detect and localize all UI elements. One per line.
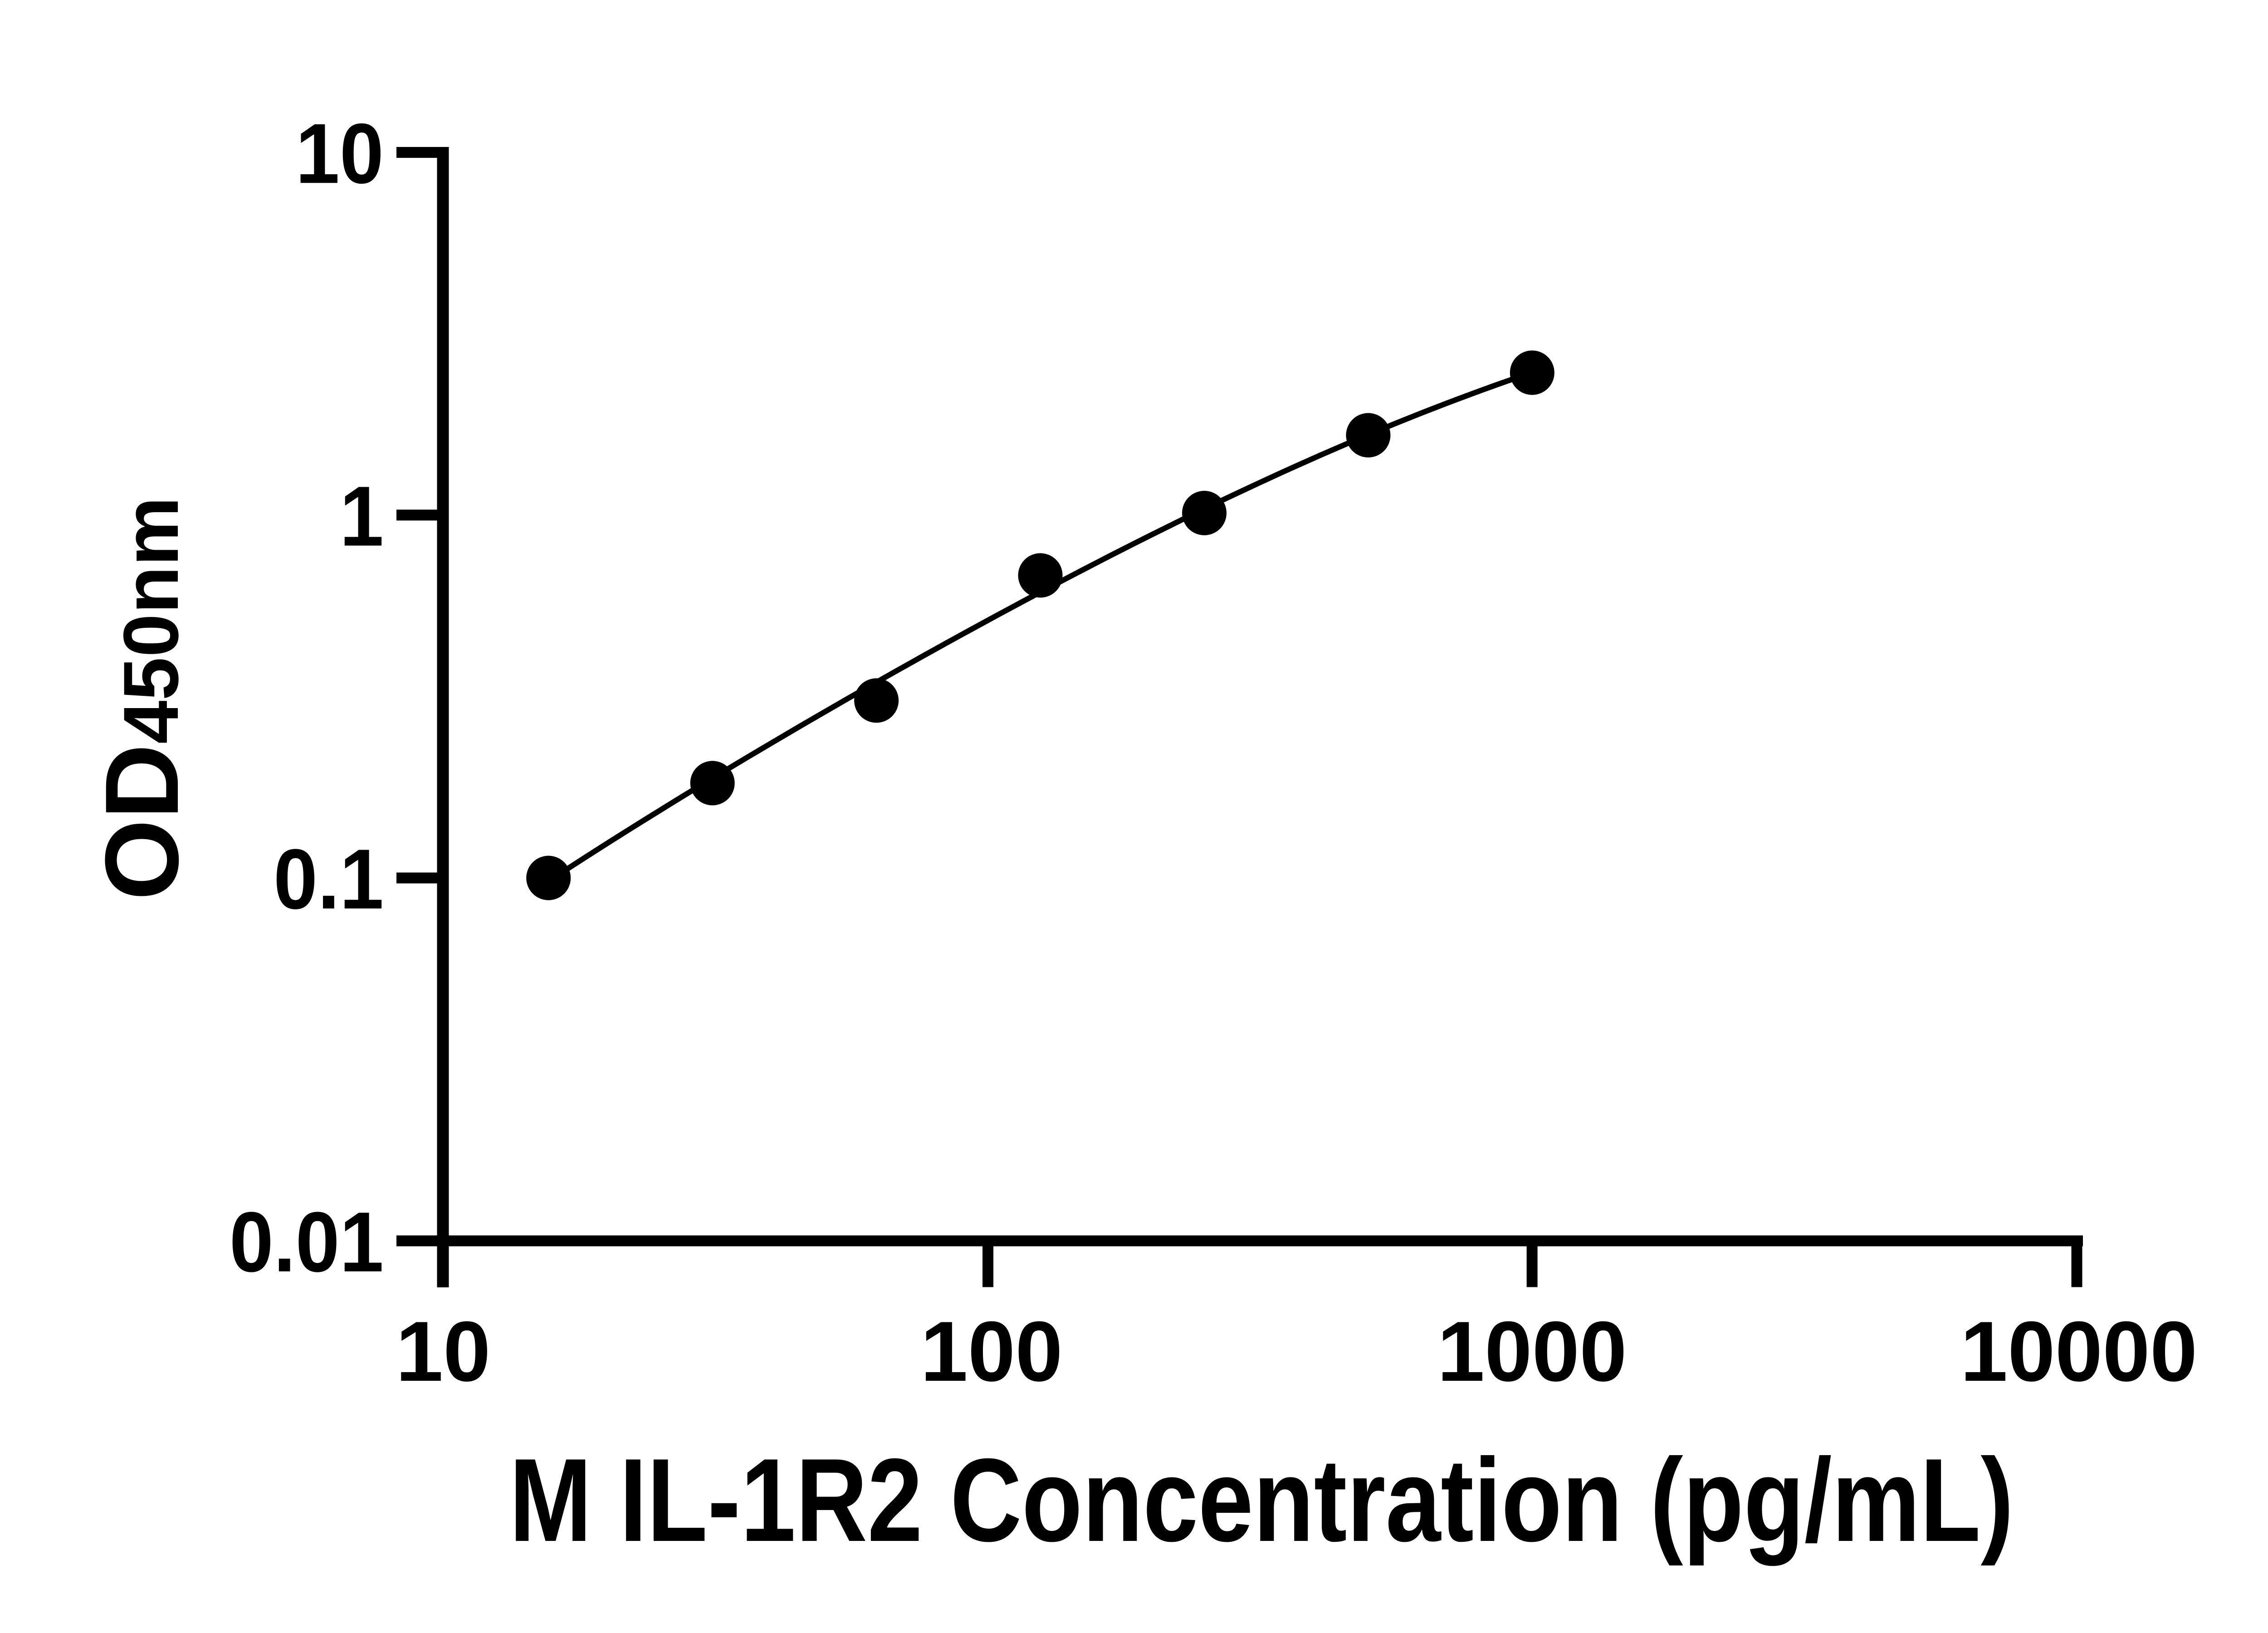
- svg-text:10: 10: [396, 1304, 490, 1399]
- svg-text:10: 10: [296, 106, 384, 201]
- svg-text:100: 100: [920, 1304, 1063, 1399]
- svg-text:1: 1: [340, 469, 384, 564]
- svg-text:10000: 10000: [1960, 1304, 2198, 1399]
- svg-text:1000: 1000: [1437, 1304, 1627, 1399]
- svg-text:0.1: 0.1: [274, 832, 384, 927]
- svg-text:0.01: 0.01: [230, 1195, 384, 1290]
- svg-text:M IL-1R2 Concentration (pg/mL): M IL-1R2 Concentration (pg/mL): [509, 1434, 2014, 1567]
- svg-text:OD450nm: OD450nm: [83, 497, 200, 900]
